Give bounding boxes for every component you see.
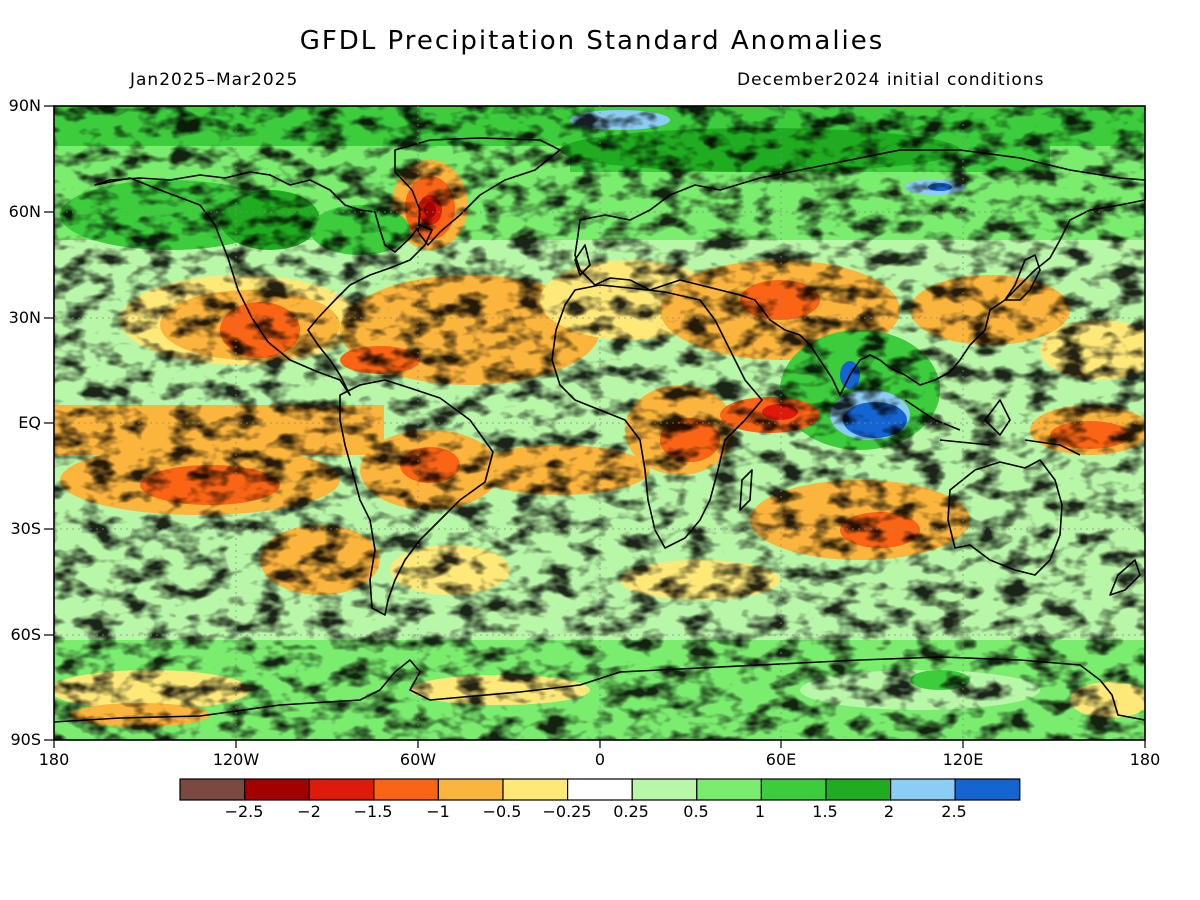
colorbar-label: 1 xyxy=(754,802,766,821)
lon-label-0: 0 xyxy=(594,750,606,769)
colorbar-swatch xyxy=(825,778,892,801)
axis-ticks xyxy=(44,105,1146,748)
colorbar-label: −0.25 xyxy=(542,802,592,821)
colorbar-swatch xyxy=(244,778,310,801)
colorbar-swatch xyxy=(437,778,504,801)
lat-label-90s: 90S xyxy=(10,730,41,749)
colorbar-label: 0.5 xyxy=(683,802,709,821)
graticule xyxy=(54,106,1145,740)
colorbar xyxy=(179,778,1021,801)
map-title: GFDL Precipitation Standard Anomalies xyxy=(299,26,885,56)
colorbar-label: 0.25 xyxy=(613,802,649,821)
lon-label-60e: 60E xyxy=(765,750,797,769)
coastlines xyxy=(53,137,1146,723)
colorbar-swatch xyxy=(308,778,375,801)
colorbar-swatch xyxy=(373,778,439,801)
lon-label-120w: 120W xyxy=(212,750,260,769)
lon-label-60w: 60W xyxy=(399,750,437,769)
lon-label-180e: 180 xyxy=(1129,750,1161,769)
initial-conditions: December2024 initial conditions xyxy=(737,70,1045,90)
lon-label-180w: 180 xyxy=(38,750,70,769)
lon-label-120e: 120E xyxy=(942,750,984,769)
colorbar-label: −0.5 xyxy=(482,802,522,821)
lat-label-90n: 90N xyxy=(8,96,41,115)
colorbar-swatch xyxy=(889,778,956,801)
lat-label-30s: 30S xyxy=(10,519,41,538)
colorbar-swatch xyxy=(696,778,762,801)
lat-label-30n: 30N xyxy=(8,308,41,327)
lat-label-eq: EQ xyxy=(18,413,41,432)
lat-label-60s: 60S xyxy=(10,625,41,644)
colorbar-label: −1 xyxy=(426,802,450,821)
colorbar-label: 2.5 xyxy=(941,802,967,821)
colorbar-label: −2 xyxy=(297,802,321,821)
colorbar-swatch xyxy=(760,778,827,801)
colorbar-swatch xyxy=(502,778,569,801)
colorbar-label: 2 xyxy=(883,802,895,821)
lat-label-60n: 60N xyxy=(8,202,41,221)
colorbar-swatch xyxy=(179,778,246,801)
colorbar-label: 1.5 xyxy=(812,802,838,821)
colorbar-swatch xyxy=(631,778,698,801)
colorbar-swatch xyxy=(954,778,1021,801)
forecast-period: Jan2025–Mar2025 xyxy=(130,70,299,90)
colorbar-swatch xyxy=(566,778,633,801)
colorbar-label: −1.5 xyxy=(353,802,393,821)
colorbar-label: −2.5 xyxy=(224,802,264,821)
